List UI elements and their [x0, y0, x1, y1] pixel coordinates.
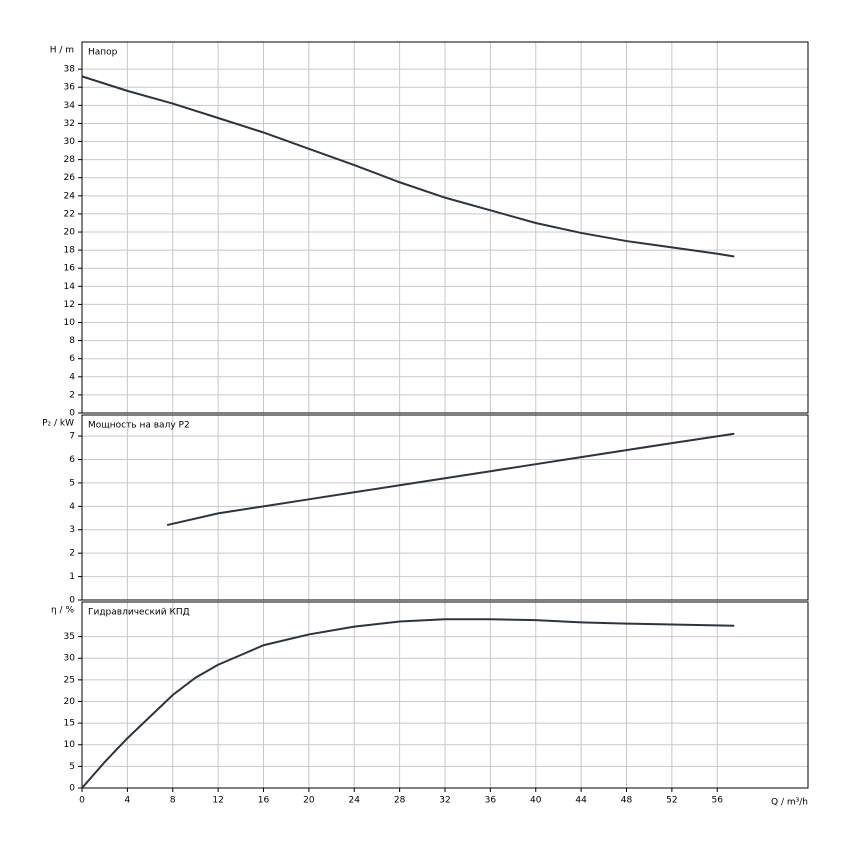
x-tick-label: 56: [712, 796, 724, 806]
y-tick-label: 5: [69, 762, 75, 772]
curve: [81, 618, 735, 789]
panel-title: Гидравлический КПД: [88, 608, 190, 618]
y-tick-label: 3: [69, 525, 75, 535]
y-tick-label: 0: [69, 409, 75, 419]
x-tick-label: 24: [349, 796, 361, 806]
y-tick-label: 0: [69, 784, 75, 794]
curve: [166, 432, 735, 527]
x-tick-label: 20: [303, 796, 315, 806]
x-axis-label: Q / m³/h: [771, 798, 808, 808]
plot-frame: [81, 41, 809, 414]
x-tick-label: 32: [439, 796, 450, 806]
y-tick-label: 10: [64, 318, 76, 328]
x-tick-label: 0: [79, 796, 85, 806]
y-tick-label: 4: [69, 502, 75, 512]
y-tick-label: 26: [64, 173, 76, 183]
y-tick-label: 36: [64, 83, 76, 93]
panel-title: Напор: [88, 48, 118, 58]
y-tick-label: 5: [69, 478, 75, 488]
y-tick-label: 32: [64, 119, 75, 129]
y-tick-label: 8: [69, 336, 75, 346]
x-tick-label: 16: [258, 796, 270, 806]
y-tick-label: 20: [64, 228, 76, 238]
y-axis-label: H / m: [50, 46, 74, 56]
x-tick-label: 4: [125, 796, 131, 806]
x-tick-label: 52: [666, 796, 677, 806]
y-tick-label: 0: [69, 596, 75, 606]
y-tick-label: 30: [64, 654, 76, 664]
panel-title: Мощность на валу P2: [88, 421, 190, 431]
y-axis-label: η / %: [51, 606, 74, 616]
y-tick-label: 22: [64, 209, 75, 219]
y-tick-label: 6: [69, 354, 75, 364]
y-tick-label: 24: [64, 191, 76, 201]
y-tick-label: 10: [64, 740, 76, 750]
y-tick-label: 34: [64, 101, 76, 111]
y-tick-label: 15: [64, 719, 75, 729]
y-tick-label: 2: [69, 549, 75, 559]
y-tick-label: 4: [69, 372, 75, 382]
y-tick-label: 16: [64, 264, 76, 274]
y-tick-label: 20: [64, 697, 76, 707]
plot-frame: [81, 414, 809, 601]
x-tick-label: 40: [530, 796, 542, 806]
y-tick-label: 28: [64, 155, 76, 165]
y-tick-label: 2: [69, 390, 75, 400]
y-tick-label: 30: [64, 137, 76, 147]
y-tick-label: 14: [64, 282, 76, 292]
y-tick-label: 25: [64, 675, 75, 685]
y-tick-label: 38: [64, 65, 76, 75]
x-tick-label: 28: [394, 796, 406, 806]
x-tick-label: 8: [170, 796, 176, 806]
y-tick-label: 18: [64, 246, 76, 256]
x-tick-label: 48: [621, 796, 633, 806]
y-tick-label: 6: [69, 455, 75, 465]
x-tick-label: 36: [485, 796, 497, 806]
y-axis-label: P₂ / kW: [42, 419, 74, 429]
plot-frame: [81, 601, 809, 789]
y-tick-label: 35: [64, 632, 75, 642]
x-tick-label: 12: [212, 796, 223, 806]
y-tick-label: 7: [69, 432, 75, 442]
curve: [81, 75, 735, 258]
y-tick-label: 1: [69, 572, 75, 582]
y-tick-label: 12: [64, 300, 75, 310]
x-tick-label: 44: [575, 796, 587, 806]
